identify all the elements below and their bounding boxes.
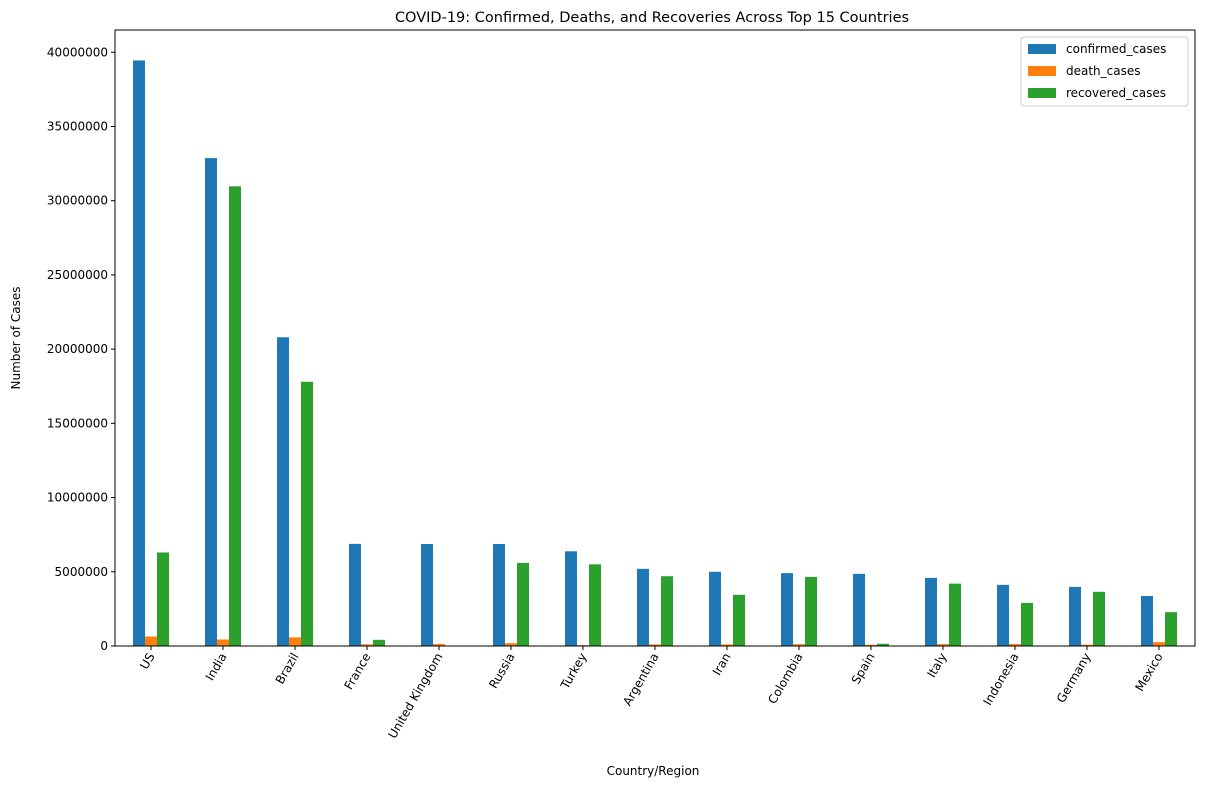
- bar-confirmed_cases: [421, 544, 433, 646]
- bar-recovered_cases: [805, 576, 817, 646]
- y-axis-label: Number of Cases: [9, 286, 23, 389]
- legend-swatch-recovered_cases: [1028, 88, 1056, 98]
- bar-recovered_cases: [1093, 591, 1105, 646]
- bar-death_cases: [505, 643, 517, 646]
- y-tick-label: 5000000: [55, 565, 108, 579]
- bar-death_cases: [145, 636, 157, 646]
- bar-confirmed_cases: [781, 573, 793, 646]
- bar-confirmed_cases: [637, 568, 649, 646]
- x-axis-label: Country/Region: [607, 764, 700, 778]
- bar-recovered_cases: [301, 381, 313, 646]
- bar-death_cases: [865, 644, 877, 646]
- bar-recovered_cases: [517, 562, 529, 646]
- bar-recovered_cases: [229, 186, 241, 646]
- bar-recovered_cases: [589, 564, 601, 646]
- y-tick-label: 40000000: [47, 45, 108, 59]
- y-tick-label: 30000000: [47, 194, 108, 208]
- bar-death_cases: [433, 644, 445, 646]
- bar-confirmed_cases: [565, 551, 577, 646]
- bar-confirmed_cases: [133, 60, 145, 647]
- bar-confirmed_cases: [349, 543, 361, 646]
- legend-label-recovered_cases: recovered_cases: [1066, 86, 1166, 100]
- bar-death_cases: [289, 637, 301, 646]
- legend-swatch-confirmed_cases: [1028, 44, 1056, 54]
- y-tick-label: 0: [100, 639, 108, 653]
- y-axis: 0 5000000 10000000 15000000 20000000 25000000…: [47, 45, 115, 653]
- bar-death_cases: [793, 644, 805, 646]
- legend: confirmed_cases death_cases recovered_case…: [1020, 36, 1189, 107]
- legend-label-death_cases: death_cases: [1066, 64, 1141, 78]
- bar-confirmed_cases: [1069, 586, 1081, 646]
- bar-recovered_cases: [157, 552, 169, 646]
- chart-title: COVID-19: Confirmed, Deaths, and Recover…: [395, 10, 909, 26]
- y-tick-label: 20000000: [47, 342, 108, 356]
- legend-frame: [1020, 36, 1189, 107]
- bar-death_cases: [217, 639, 229, 646]
- bar-recovered_cases: [373, 639, 385, 646]
- bar-confirmed_cases: [997, 584, 1009, 646]
- bar-confirmed_cases: [205, 158, 217, 646]
- y-tick-label: 35000000: [47, 119, 108, 133]
- bar-death_cases: [937, 644, 949, 646]
- bar-death_cases: [1153, 642, 1165, 646]
- y-tick-label: 10000000: [47, 491, 108, 505]
- bar-death_cases: [721, 644, 733, 646]
- bars-layer: [133, 60, 1177, 647]
- bar-death_cases: [361, 644, 373, 646]
- bar-confirmed_cases: [493, 544, 505, 646]
- plot-frame: [114, 29, 1196, 647]
- bar-confirmed_cases: [853, 573, 865, 646]
- bar-recovered_cases: [1165, 612, 1177, 646]
- bar-confirmed_cases: [277, 337, 289, 646]
- bar-recovered_cases: [877, 643, 889, 646]
- bar-death_cases: [1009, 643, 1021, 646]
- legend-label-confirmed_cases: confirmed_cases: [1066, 42, 1166, 56]
- y-tick-label: 15000000: [47, 416, 108, 430]
- bar-confirmed_cases: [925, 577, 937, 646]
- bar-recovered_cases: [949, 583, 961, 646]
- bar-confirmed_cases: [709, 571, 721, 646]
- bar-recovered_cases: [1021, 602, 1033, 646]
- bar-recovered_cases: [661, 576, 673, 646]
- legend-swatch-death_cases: [1028, 66, 1056, 76]
- bar-recovered_cases: [733, 594, 745, 646]
- bar-death_cases: [1081, 644, 1093, 646]
- bar-death_cases: [649, 644, 661, 646]
- bar-confirmed_cases: [1141, 595, 1153, 646]
- y-tick-label: 25000000: [47, 268, 108, 282]
